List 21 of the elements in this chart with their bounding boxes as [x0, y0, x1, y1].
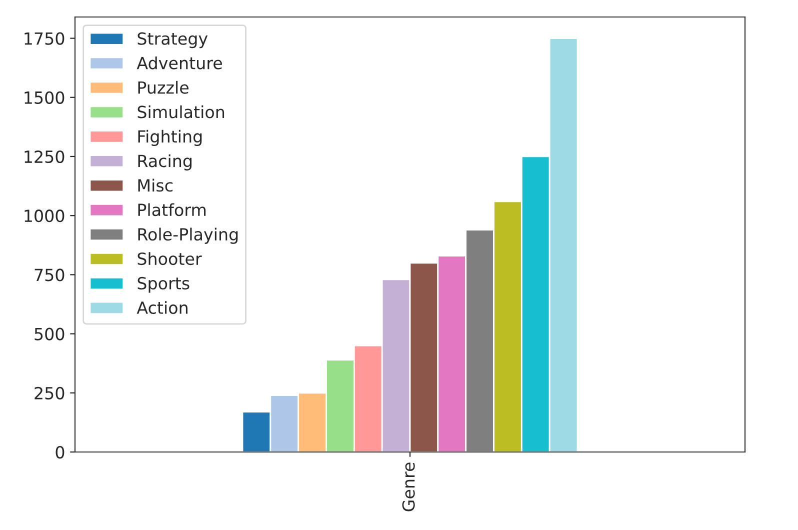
y-tick-label: 750: [34, 268, 64, 282]
legend-label: Misc: [138, 178, 172, 192]
y-tick-label: 500: [34, 328, 64, 340]
legend-label: Platform: [138, 203, 206, 216]
y-tick-label: 250: [34, 386, 64, 400]
legend-label: Sports: [138, 276, 190, 293]
legend-label: Adventure: [136, 56, 222, 70]
y-tick-label: 1500: [24, 91, 64, 104]
legend-label: Role-Playing: [138, 228, 238, 244]
x-tick-label: Genre: [402, 462, 415, 512]
legend-label: Action: [136, 301, 188, 314]
y-tick-label: 0: [56, 446, 64, 459]
y-tick-label: 1250: [24, 150, 64, 164]
legend-label: Simulation: [138, 105, 224, 118]
legend-label: Puzzle: [138, 80, 188, 94]
y-tick-label: 1000: [24, 210, 64, 222]
y-tick-label: 1750: [24, 32, 64, 45]
legend-label: Shooter: [138, 252, 202, 266]
legend-label: Strategy: [138, 32, 208, 48]
legend-label: Racing: [138, 154, 192, 170]
legend-label: Fighting: [138, 130, 202, 146]
